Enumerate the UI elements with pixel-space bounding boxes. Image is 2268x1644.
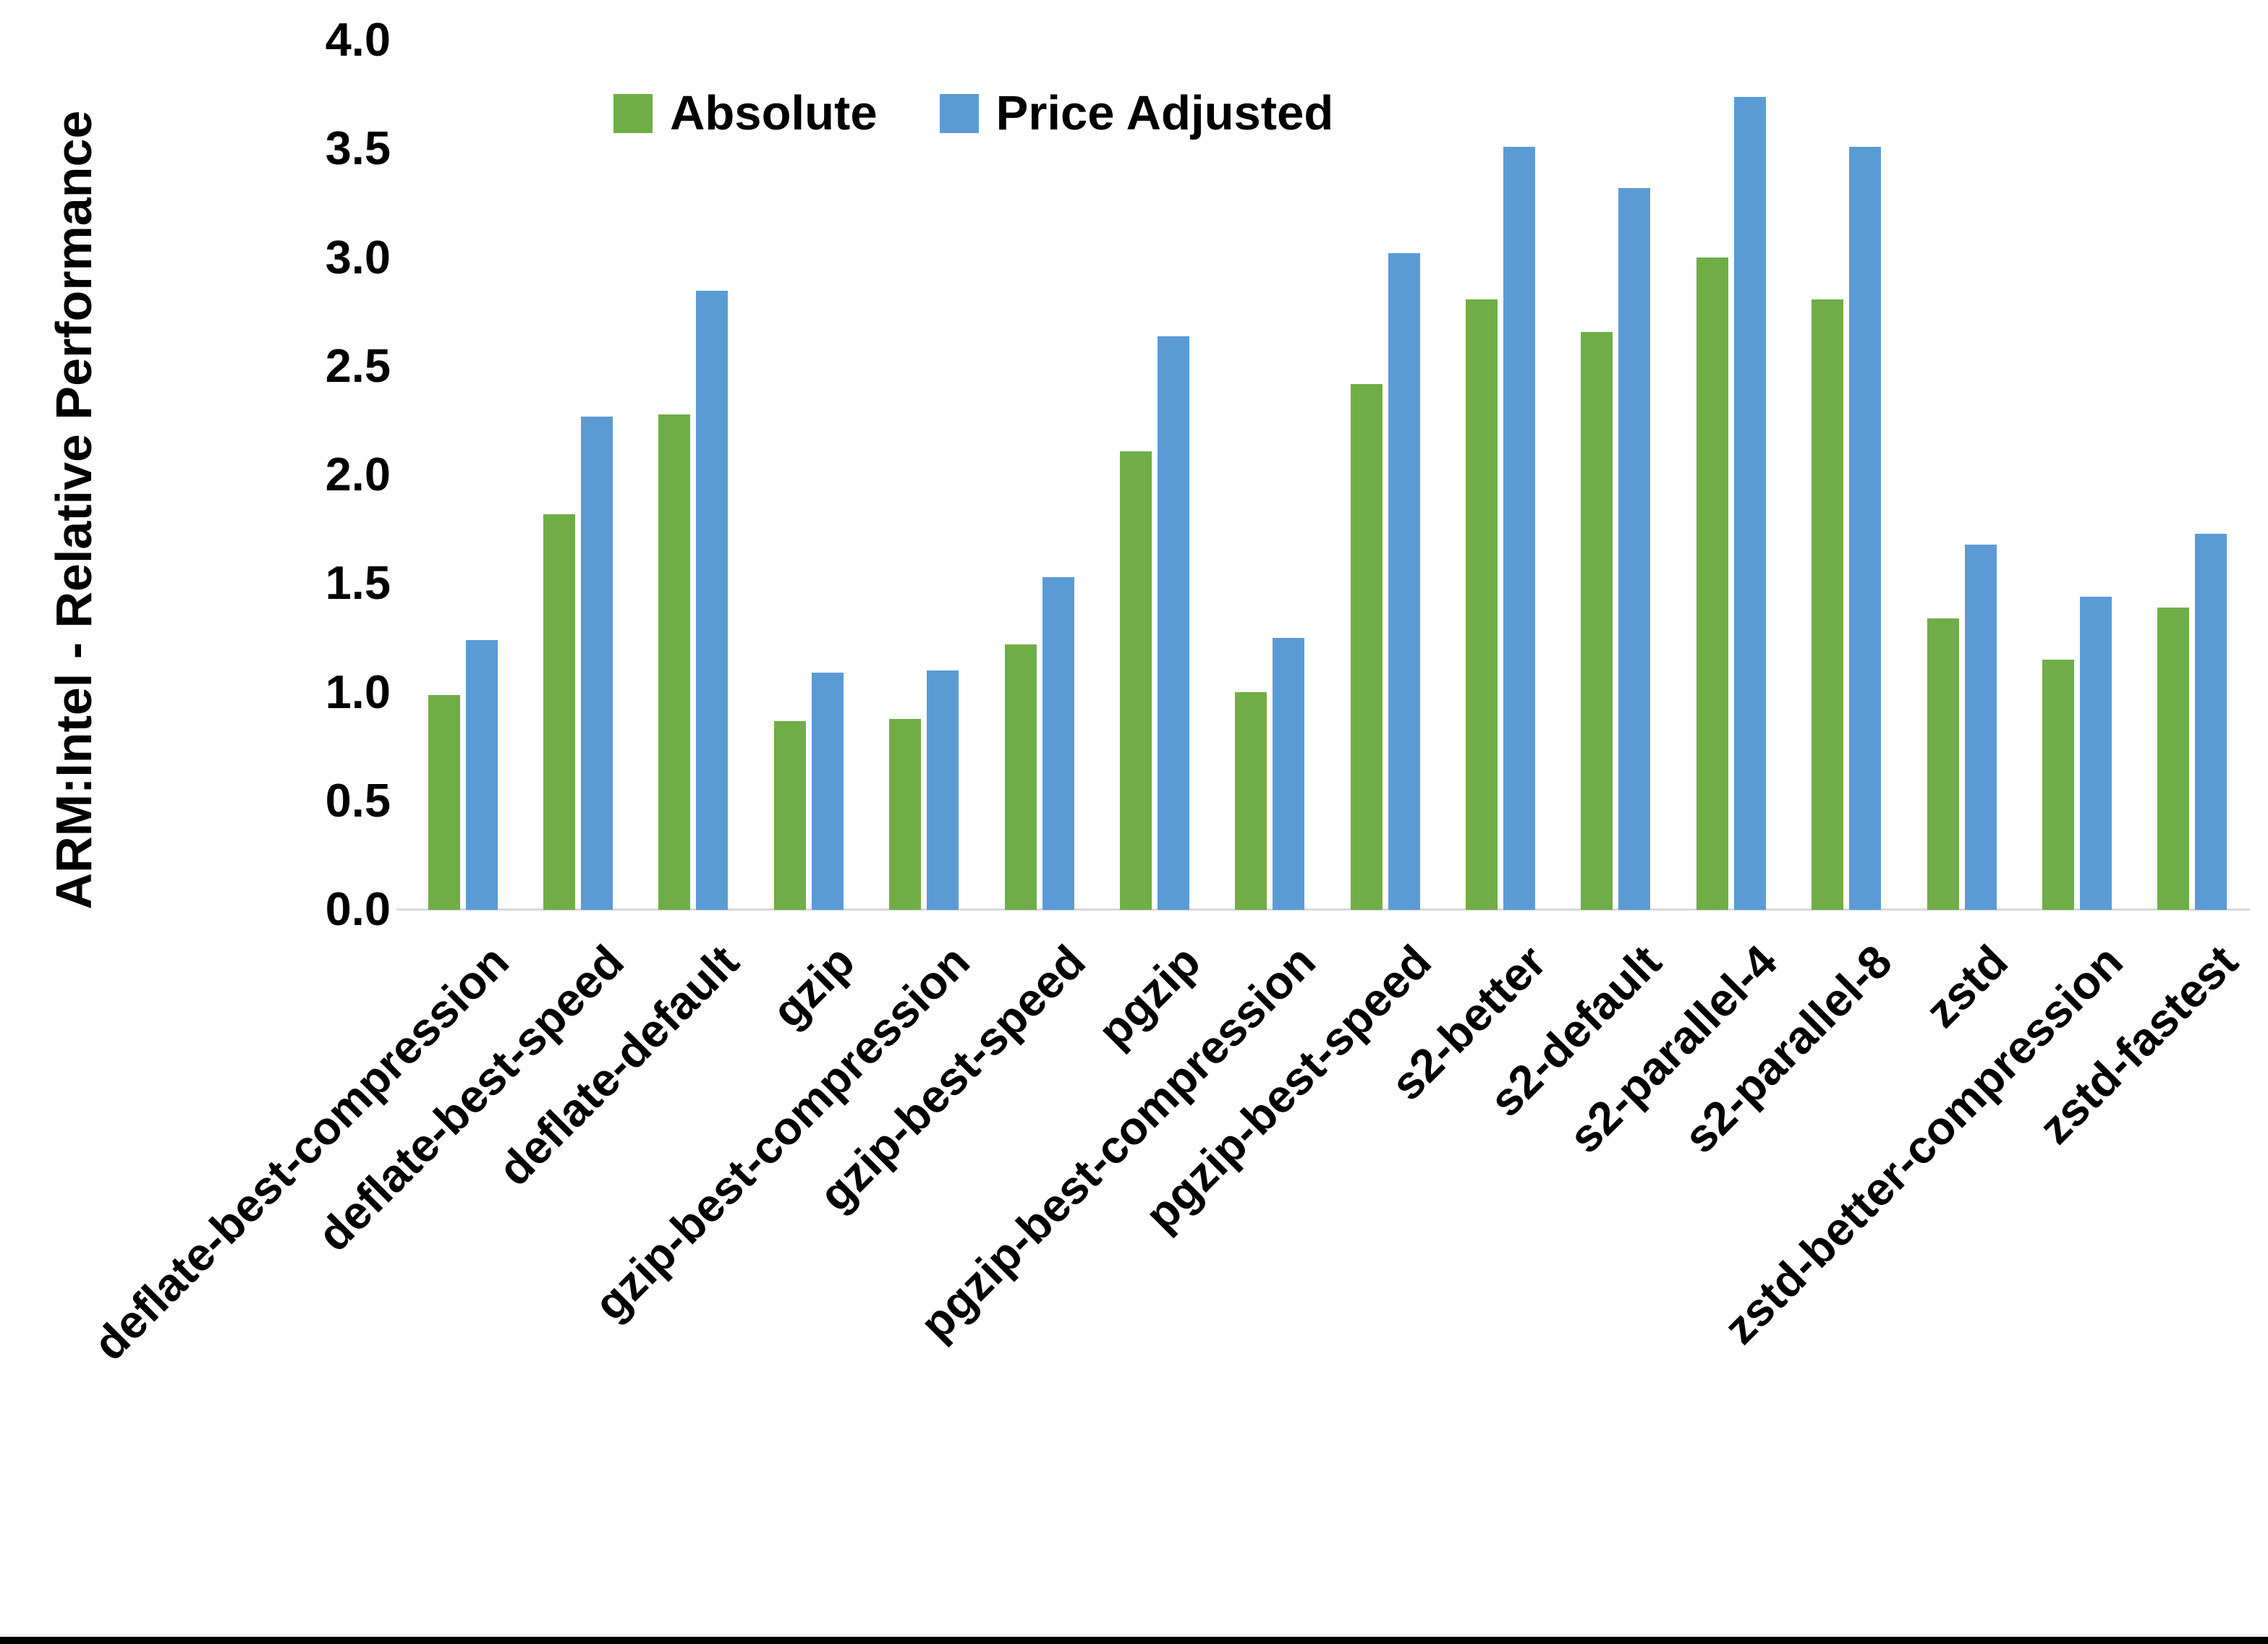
bar-absolute [1119,451,1152,910]
bottom-border [0,1637,2268,1644]
y-tick-label: 4.0 [325,13,391,66]
legend-item-price-adjusted: Price Adjusted [939,85,1334,141]
bar-price-adjusted [2195,534,2227,910]
bar-absolute [1004,644,1037,910]
y-tick-label: 3.0 [325,230,391,284]
bar-price-adjusted [1157,336,1189,910]
bar-absolute [1812,299,1844,910]
x-axis-line [396,908,2250,911]
bar-absolute [1927,618,1959,910]
bar-price-adjusted [1042,577,1074,910]
y-tick-label: 2.0 [325,448,391,501]
bar-price-adjusted [465,640,498,910]
y-tick-label: 1.0 [325,665,391,718]
bar-price-adjusted [1618,188,1651,910]
bar-absolute [658,414,691,910]
legend-item-absolute: Absolute [613,85,878,141]
bar-absolute [1696,257,1728,910]
y-tick-label: 1.5 [325,556,391,610]
bar-absolute [773,721,806,910]
bar-price-adjusted [2079,597,2112,910]
bar-price-adjusted [696,291,729,910]
bar-absolute [1466,299,1498,910]
legend-label: Price Adjusted [995,86,1334,140]
bar-absolute [889,719,922,910]
bar-absolute [2042,660,2074,910]
legend-swatch [613,93,653,133]
bar-absolute [1235,692,1267,910]
bar-price-adjusted [811,673,844,910]
bar-price-adjusted [1964,545,1997,910]
bar-absolute [1350,384,1383,910]
legend-swatch [939,93,979,133]
y-tick-label: 0.5 [325,773,391,827]
bar-absolute [543,514,576,910]
bar-price-adjusted [1849,147,1882,910]
bar-price-adjusted [1503,147,1536,910]
bar-price-adjusted [927,670,959,910]
bar-price-adjusted [1733,97,1766,910]
bar-absolute [2157,608,2190,910]
bar-price-adjusted [1388,253,1420,910]
bar-price-adjusted [581,417,613,910]
bar-absolute [1581,332,1613,910]
legend-label: Absolute [670,86,878,140]
y-tick-label: 3.5 [325,122,391,175]
y-tick-label: 0.0 [325,882,391,935]
legend: Absolute Price Adjusted [613,85,1333,141]
bar-price-adjusted [1273,638,1305,910]
bar-absolute [428,695,460,910]
y-tick-label: 2.5 [325,338,391,392]
